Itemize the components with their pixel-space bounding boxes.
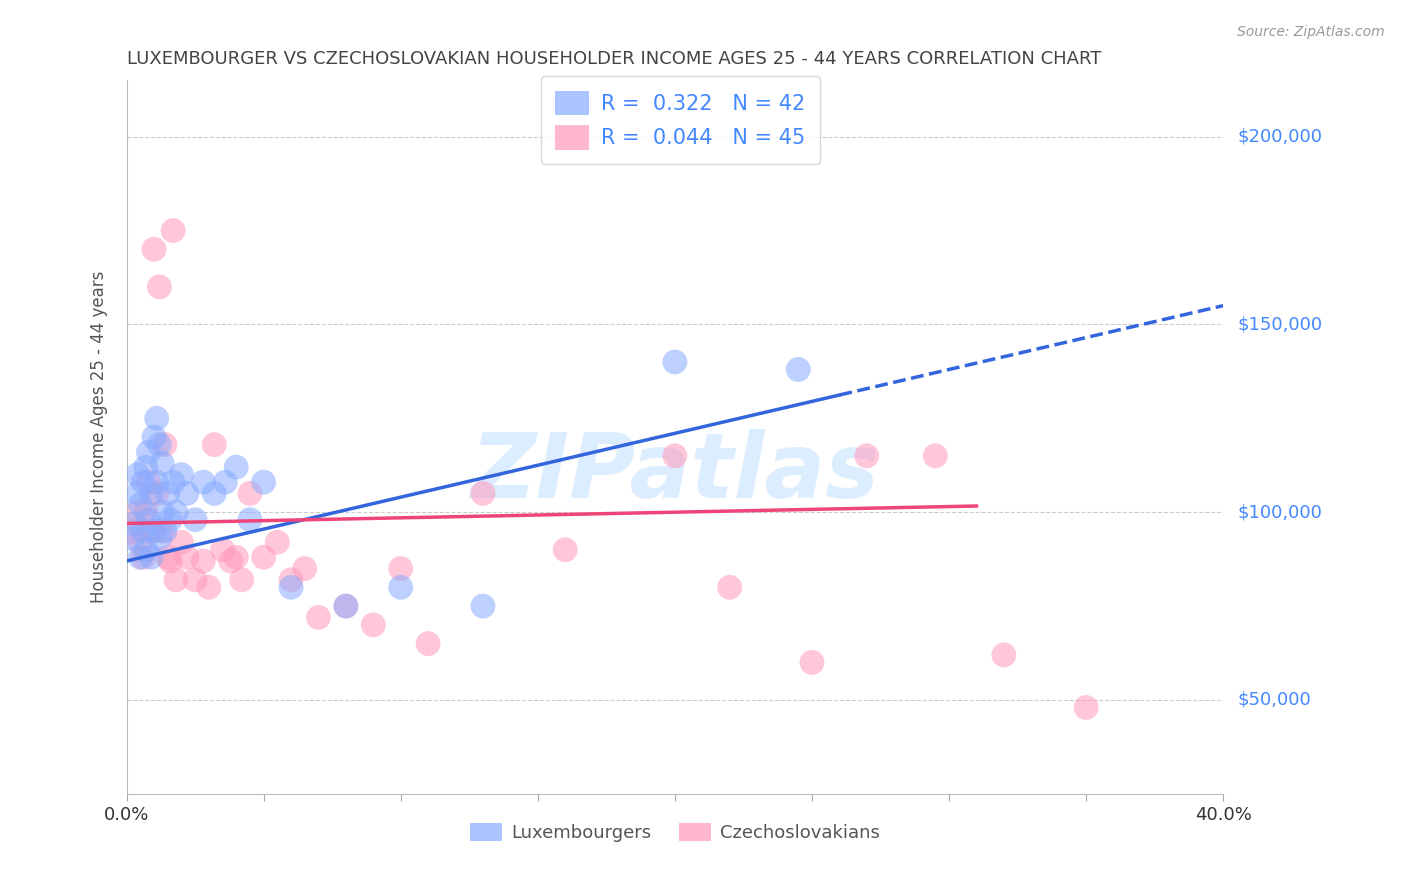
Point xyxy=(121,532,143,546)
Point xyxy=(294,561,316,575)
Point xyxy=(472,486,495,500)
Point xyxy=(145,475,167,490)
Text: LUXEMBOURGER VS CZECHOSLOVAKIAN HOUSEHOLDER INCOME AGES 25 - 44 YEARS CORRELATIO: LUXEMBOURGER VS CZECHOSLOVAKIAN HOUSEHOL… xyxy=(127,50,1101,68)
Point xyxy=(145,486,167,500)
Point xyxy=(280,573,302,587)
Point xyxy=(138,475,160,490)
Point xyxy=(214,475,236,490)
Point xyxy=(170,535,193,549)
Point xyxy=(389,561,412,575)
Point xyxy=(718,580,741,594)
Point xyxy=(202,437,225,451)
Point xyxy=(239,513,262,527)
Point xyxy=(363,618,385,632)
Point xyxy=(124,524,146,538)
Point xyxy=(176,550,198,565)
Point xyxy=(127,505,149,519)
Point xyxy=(138,513,160,527)
Point xyxy=(150,456,173,470)
Point xyxy=(664,355,686,369)
Point xyxy=(132,475,155,490)
Point xyxy=(143,430,166,444)
Point xyxy=(159,554,181,568)
Point xyxy=(143,242,166,256)
Text: $100,000: $100,000 xyxy=(1237,503,1322,521)
Point xyxy=(225,550,247,565)
Point xyxy=(162,475,184,490)
Point xyxy=(664,449,686,463)
Point xyxy=(176,486,198,500)
Point xyxy=(148,532,170,546)
Point xyxy=(135,460,157,475)
Point xyxy=(389,580,412,594)
Point xyxy=(143,524,166,538)
Point xyxy=(225,460,247,475)
Point xyxy=(239,486,262,500)
Point xyxy=(335,599,357,613)
Point xyxy=(129,550,152,565)
Point xyxy=(253,475,276,490)
Point xyxy=(197,580,219,594)
Point xyxy=(193,554,215,568)
Point xyxy=(132,524,155,538)
Text: Source: ZipAtlas.com: Source: ZipAtlas.com xyxy=(1237,25,1385,39)
Point xyxy=(924,449,946,463)
Point xyxy=(993,648,1015,662)
Legend: Luxembourgers, Czechoslovakians: Luxembourgers, Czechoslovakians xyxy=(463,815,887,849)
Point xyxy=(141,524,163,538)
Point xyxy=(308,610,330,624)
Point xyxy=(335,599,357,613)
Point xyxy=(124,516,146,531)
Point xyxy=(1076,700,1098,714)
Point xyxy=(150,524,173,538)
Point xyxy=(127,486,149,500)
Point xyxy=(127,467,149,482)
Point xyxy=(472,599,495,613)
Point xyxy=(184,573,207,587)
Point xyxy=(165,573,187,587)
Point xyxy=(193,475,215,490)
Point xyxy=(418,637,440,651)
Point xyxy=(135,542,157,557)
Point xyxy=(148,280,170,294)
Point xyxy=(141,486,163,500)
Y-axis label: Householder Income Ages 25 - 44 years: Householder Income Ages 25 - 44 years xyxy=(90,271,108,603)
Point xyxy=(855,449,877,463)
Point xyxy=(153,524,176,538)
Point xyxy=(184,513,207,527)
Point xyxy=(202,486,225,500)
Text: $150,000: $150,000 xyxy=(1237,316,1322,334)
Point xyxy=(129,498,152,512)
Point xyxy=(280,580,302,594)
Point xyxy=(145,411,167,425)
Point xyxy=(787,362,810,376)
Point xyxy=(170,467,193,482)
Point xyxy=(159,513,181,527)
Point xyxy=(132,550,155,565)
Point xyxy=(219,554,242,568)
Point xyxy=(554,542,576,557)
Point xyxy=(266,535,288,549)
Text: $200,000: $200,000 xyxy=(1237,128,1322,145)
Point xyxy=(138,445,160,459)
Point xyxy=(231,573,253,587)
Text: $50,000: $50,000 xyxy=(1237,691,1310,709)
Point xyxy=(211,542,233,557)
Point xyxy=(153,437,176,451)
Point xyxy=(165,505,187,519)
Text: ZIPatlas: ZIPatlas xyxy=(471,429,879,516)
Point xyxy=(253,550,276,565)
Point xyxy=(156,486,179,500)
Point xyxy=(141,550,163,565)
Point xyxy=(135,505,157,519)
Point xyxy=(801,656,824,670)
Point xyxy=(148,437,170,451)
Point xyxy=(162,223,184,237)
Point xyxy=(156,550,179,565)
Point xyxy=(150,505,173,519)
Point xyxy=(129,535,152,549)
